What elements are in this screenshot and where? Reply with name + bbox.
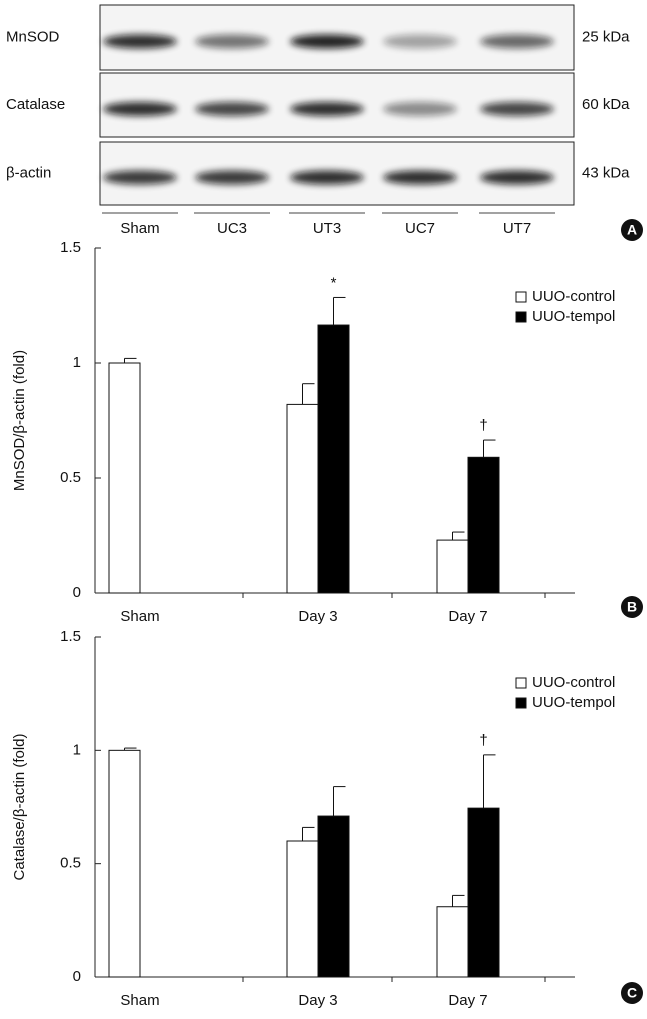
row-label: MnSOD xyxy=(6,28,60,45)
legend-swatch xyxy=(516,678,526,688)
bar xyxy=(109,363,140,593)
blot-band xyxy=(383,171,457,185)
blot-band xyxy=(383,35,457,49)
legend-label: UUO-tempol xyxy=(532,694,615,711)
row-label: Catalase xyxy=(6,96,65,113)
blot-band xyxy=(480,171,554,185)
y-tick-label: 0.5 xyxy=(60,855,81,872)
blot-band xyxy=(195,102,269,116)
bar xyxy=(287,841,318,977)
blot-band xyxy=(195,35,269,49)
legend-label: UUO-tempol xyxy=(532,308,615,325)
blot-band xyxy=(103,35,177,49)
legend-label: UUO-control xyxy=(532,674,615,691)
blot-band xyxy=(103,171,177,185)
legend-label: UUO-control xyxy=(532,288,615,305)
blot-band xyxy=(195,171,269,185)
size-label: 25 kDa xyxy=(582,28,630,45)
x-tick-label: Day 3 xyxy=(298,992,337,1009)
y-tick-label: 1 xyxy=(73,741,81,758)
y-tick-label: 0 xyxy=(73,584,81,601)
annotation: * xyxy=(331,274,337,291)
row-label: β-actin xyxy=(6,164,51,181)
page: MnSOD 25 kDa Catalase 60 kDa β-actin 43 kDa Sh… xyxy=(0,0,647,1019)
bar xyxy=(287,404,318,593)
blot-band xyxy=(480,35,554,49)
y-tick-label: 1 xyxy=(73,354,81,371)
bar xyxy=(437,540,468,593)
annotation: † xyxy=(479,417,487,434)
x-tick-label: Day 7 xyxy=(448,608,487,625)
bar xyxy=(468,808,499,977)
legend-swatch xyxy=(516,292,526,302)
x-tick-label: Day 3 xyxy=(298,608,337,625)
y-tick-label: 0 xyxy=(73,968,81,985)
y-tick-label: 1.5 xyxy=(60,239,81,256)
figure: MnSOD 25 kDa Catalase 60 kDa β-actin 43 kDa Sh… xyxy=(0,0,647,1014)
blot-band xyxy=(290,35,364,49)
lane-label: UC3 xyxy=(217,220,247,237)
x-tick-label: Day 7 xyxy=(448,992,487,1009)
panel-letter: B xyxy=(627,599,637,615)
x-tick-label: Sham xyxy=(120,608,159,625)
lane-label: UT7 xyxy=(503,220,531,237)
legend-swatch xyxy=(516,698,526,708)
lane-label: Sham xyxy=(120,220,159,237)
blot-band xyxy=(290,171,364,185)
y-axis-label: MnSOD/β-actin (fold) xyxy=(11,350,28,491)
blot-band xyxy=(290,102,364,116)
panel-letter: A xyxy=(627,222,637,238)
panel-letter: C xyxy=(627,985,637,1001)
size-label: 60 kDa xyxy=(582,96,630,113)
y-tick-label: 1.5 xyxy=(60,628,81,645)
y-tick-label: 0.5 xyxy=(60,469,81,486)
size-label: 43 kDa xyxy=(582,164,630,181)
bar xyxy=(318,816,349,977)
lane-label: UT3 xyxy=(313,220,341,237)
blot-band xyxy=(103,102,177,116)
blot-band xyxy=(480,102,554,116)
bar xyxy=(109,750,140,977)
lane-label: UC7 xyxy=(405,220,435,237)
bar xyxy=(318,325,349,593)
annotation: † xyxy=(479,732,487,749)
blot-band xyxy=(383,102,457,116)
bar xyxy=(468,457,499,593)
legend-swatch xyxy=(516,312,526,322)
y-axis-label: Catalase/β-actin (fold) xyxy=(11,733,28,880)
bar xyxy=(437,907,468,977)
x-tick-label: Sham xyxy=(120,992,159,1009)
